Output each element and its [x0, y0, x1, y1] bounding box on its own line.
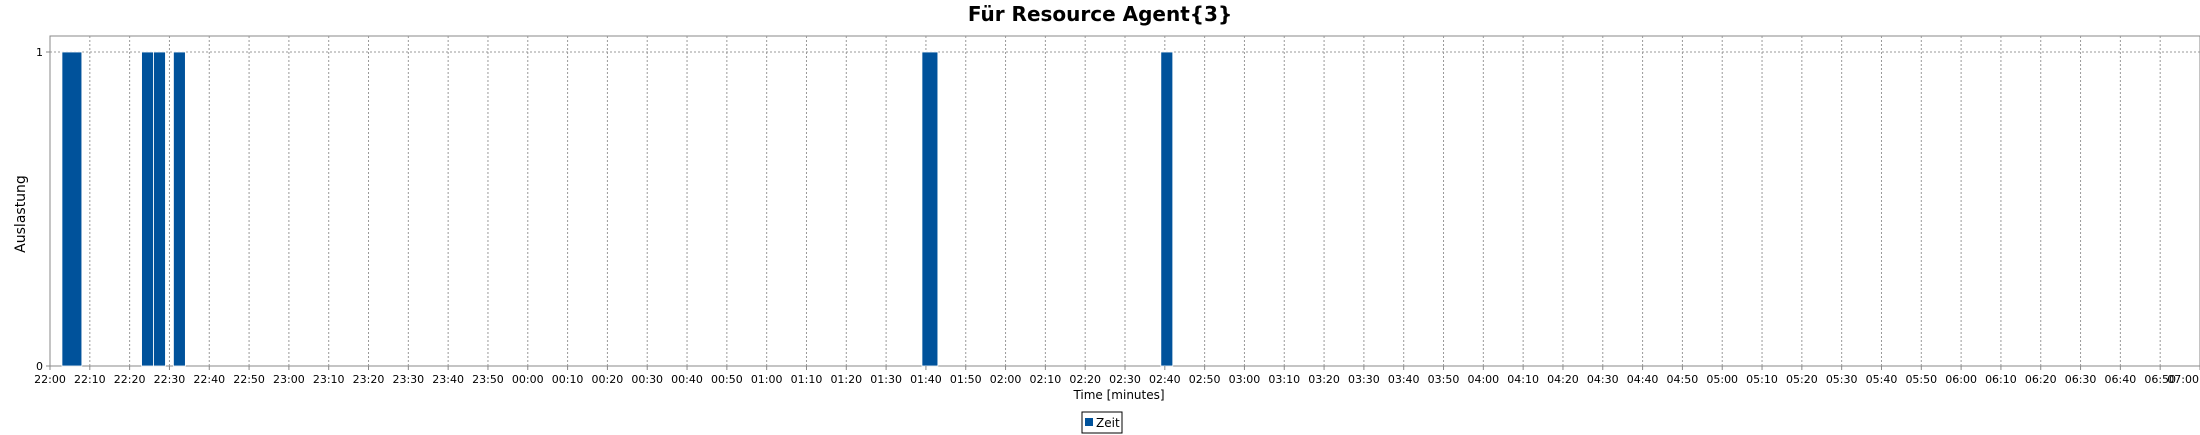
x-tick-label: 00:20	[592, 373, 624, 386]
bar	[153, 51, 166, 367]
bar	[141, 51, 154, 367]
bars	[61, 51, 1174, 367]
x-tick-label: 05:20	[1786, 373, 1818, 386]
x-tick-label: 00:40	[671, 373, 703, 386]
x-tick-label: 04:50	[1667, 373, 1699, 386]
x-tick-label: 03:10	[1268, 373, 1300, 386]
x-tick-label: 02:10	[1030, 373, 1062, 386]
y-axis-label: Auslastung	[13, 175, 29, 253]
x-tick-label: 02:50	[1189, 373, 1221, 386]
x-tick-label: 00:30	[631, 373, 663, 386]
x-tick-label: 05:10	[1746, 373, 1778, 386]
x-tick-label: 02:00	[990, 373, 1022, 386]
legend-swatch	[1085, 418, 1093, 426]
x-tick-label: 23:00	[273, 373, 305, 386]
x-tick-label: 04:40	[1627, 373, 1659, 386]
y-tick-label: 0	[36, 360, 43, 373]
x-tick-label: 01:50	[950, 373, 982, 386]
bar	[61, 51, 83, 367]
x-tick-label: 04:10	[1507, 373, 1539, 386]
x-tick-label: 04:20	[1547, 373, 1579, 386]
x-tick-label: 03:00	[1229, 373, 1261, 386]
x-tick-label: 22:40	[193, 373, 225, 386]
bar	[1160, 51, 1174, 367]
y-tick-label: 1	[36, 46, 43, 59]
y-ticks: 01	[36, 46, 50, 373]
x-tick-label: 22:20	[114, 373, 146, 386]
x-tick-label: 06:30	[2065, 373, 2097, 386]
x-axis-label: Time [minutes]	[1072, 388, 1164, 402]
x-tick-label: 06:50	[2144, 373, 2176, 386]
x-tick-label: 01:20	[830, 373, 862, 386]
x-tick-label: 05:30	[1826, 373, 1858, 386]
x-tick-label: 23:40	[432, 373, 464, 386]
x-tick-label: 02:30	[1109, 373, 1141, 386]
x-tick-label: 03:20	[1308, 373, 1340, 386]
x-tick-label: 04:00	[1467, 373, 1499, 386]
legend: Zeit	[1081, 411, 1123, 434]
x-tick-label: 23:30	[392, 373, 424, 386]
x-tick-label: 05:40	[1866, 373, 1898, 386]
x-ticks: 22:00 22:10 22:20 22:30 22:40 22:50 23:00 23:10…	[34, 366, 2200, 386]
x-tick-label: 22:50	[233, 373, 265, 386]
x-tick-label: 22:10	[74, 373, 106, 386]
legend-box	[1081, 411, 1123, 434]
chart-title: Für Resource Agent{3}	[968, 2, 1232, 26]
x-tick-label: 05:50	[1905, 373, 1937, 386]
x-tick-label: 00:00	[512, 373, 544, 386]
x-tick-label: 02:40	[1149, 373, 1181, 386]
x-tick-label: 23:50	[472, 373, 504, 386]
x-tick-label: 03:30	[1348, 373, 1380, 386]
x-tick-label: 06:10	[1985, 373, 2017, 386]
x-tick-label: 03:50	[1428, 373, 1460, 386]
x-tick-label: 23:20	[353, 373, 385, 386]
x-tick-label: 06:00	[1945, 373, 1977, 386]
x-tick-label: 22:00	[34, 373, 66, 386]
x-tick-label: 06:20	[2025, 373, 2057, 386]
bar	[173, 51, 186, 367]
x-tick-label: 00:10	[552, 373, 584, 386]
legend-item-zeit: Zeit	[1096, 416, 1120, 430]
x-tick-label: 01:00	[751, 373, 783, 386]
x-tick-label: 07:00	[2167, 373, 2199, 386]
x-tick-label: 01:40	[910, 373, 942, 386]
x-tick-label: 06:40	[2105, 373, 2137, 386]
x-tick-label: 02:20	[1069, 373, 1101, 386]
x-tick-label: 04:30	[1587, 373, 1619, 386]
x-tick-label: 23:10	[313, 373, 345, 386]
x-tick-label: 05:00	[1706, 373, 1738, 386]
x-tick-label: 03:40	[1388, 373, 1420, 386]
bar	[921, 51, 939, 367]
x-tick-label: 22:30	[154, 373, 186, 386]
x-tick-label: 01:30	[870, 373, 902, 386]
x-tick-label: 01:10	[791, 373, 823, 386]
x-tick-label: 00:50	[711, 373, 743, 386]
